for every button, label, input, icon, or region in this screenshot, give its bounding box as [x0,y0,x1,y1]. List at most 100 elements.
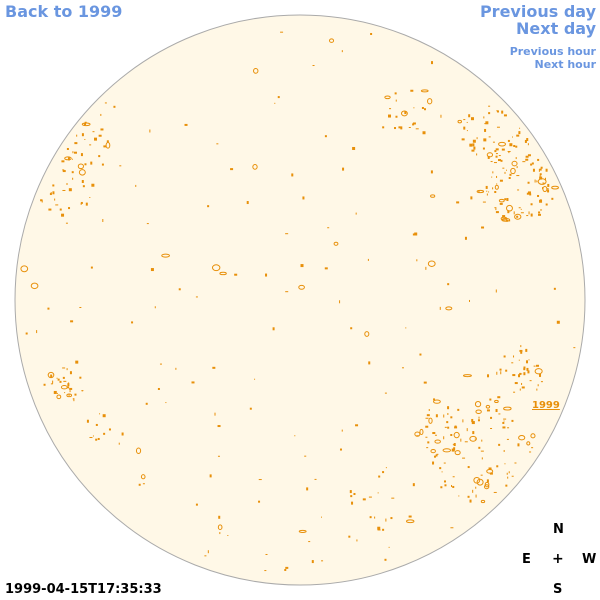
contour-mark [80,201,83,204]
contour-mark [503,420,505,422]
contour-mark [519,388,521,391]
contour-mark [427,441,430,444]
contour-mark [165,402,167,404]
contour-mark [526,138,529,142]
contour-mark [339,448,342,451]
contour-mark [504,198,507,201]
contour-mark [524,139,527,143]
contour-mark [217,455,220,457]
contour-mark [81,180,84,184]
contour-mark [412,233,415,236]
contour-mark [211,264,221,272]
solar-disk [14,14,586,586]
contour-mark [404,111,407,115]
contour-mark [517,189,520,191]
contour-mark [525,155,529,158]
contour-mark [521,382,523,385]
contour-mark [462,374,472,378]
contour-mark [119,165,122,167]
contour-mark [71,158,73,160]
previous-day-link[interactable]: Previous day [479,2,596,21]
contour-mark [523,368,526,371]
contour-mark [401,367,404,369]
contour-mark [537,213,541,216]
contour-mark [483,484,490,490]
contour-mark [400,110,408,117]
contour-mark [462,419,464,423]
contour-mark [419,428,424,436]
contour-mark [496,183,498,185]
contour-mark [466,121,468,123]
contour-mark [84,123,87,126]
contour-mark [435,454,438,457]
contour-mark [388,114,392,118]
contour-mark [431,61,434,65]
contour-mark [521,386,525,389]
contour-mark [476,137,478,140]
contour-mark [294,435,296,437]
contour-mark [483,138,487,142]
contour-mark [415,128,419,130]
contour-mark [50,374,53,378]
compass-north: N [553,522,564,537]
contour-mark [56,377,58,379]
contour-mark [457,119,463,124]
next-day-link[interactable]: Next day [516,19,596,38]
contour-mark [227,535,229,537]
contour-mark [394,92,397,95]
contour-mark [89,197,91,199]
contour-mark [538,211,541,214]
contour-mark [423,381,427,384]
region-label-link[interactable]: 1999 [532,400,560,411]
contour-mark [470,196,473,200]
contour-mark [78,169,86,176]
contour-mark [81,390,83,392]
contour-mark [480,450,484,452]
contour-mark [489,472,493,475]
contour-mark [517,443,520,447]
contour-mark [513,391,516,393]
next-hour-link[interactable]: Next hour [534,58,597,71]
contour-mark [106,140,109,143]
contour-mark [540,199,542,201]
contour-mark [63,380,67,382]
contour-mark [430,170,433,174]
contour-mark [495,148,499,151]
contour-mark [539,173,542,176]
contour-mark [65,222,68,224]
contour-mark [342,167,345,171]
previous-hour-link[interactable]: Previous hour [509,45,596,58]
contour-mark [91,183,95,187]
contour-mark [482,147,485,150]
contour-mark [298,529,307,533]
back-to-year-link[interactable]: Back to 1999 [5,2,123,21]
contour-mark [121,432,124,436]
contour-mark [539,176,543,180]
contour-mark [408,126,411,128]
contour-mark [71,171,74,174]
contour-mark [146,223,149,225]
contour-mark [487,155,490,159]
contour-mark [488,467,492,470]
contour-mark [67,383,70,387]
contour-mark [47,371,55,379]
contour-mark [520,351,523,354]
contour-mark [496,110,499,112]
contour-mark [385,467,387,469]
contour-mark [513,355,515,358]
contour-mark [514,382,518,385]
contour-mark [533,365,536,367]
contour-mark [425,417,429,419]
contour-mark [507,220,511,222]
contour-mark [230,168,234,171]
contour-mark [92,435,94,437]
contour-mark [434,434,437,436]
contour-mark [496,126,500,128]
contour-mark [68,393,70,396]
contour-mark [528,359,530,361]
contour-mark [474,438,477,440]
contour-mark [472,143,475,147]
contour-mark [306,487,309,491]
contour-mark [540,166,543,169]
